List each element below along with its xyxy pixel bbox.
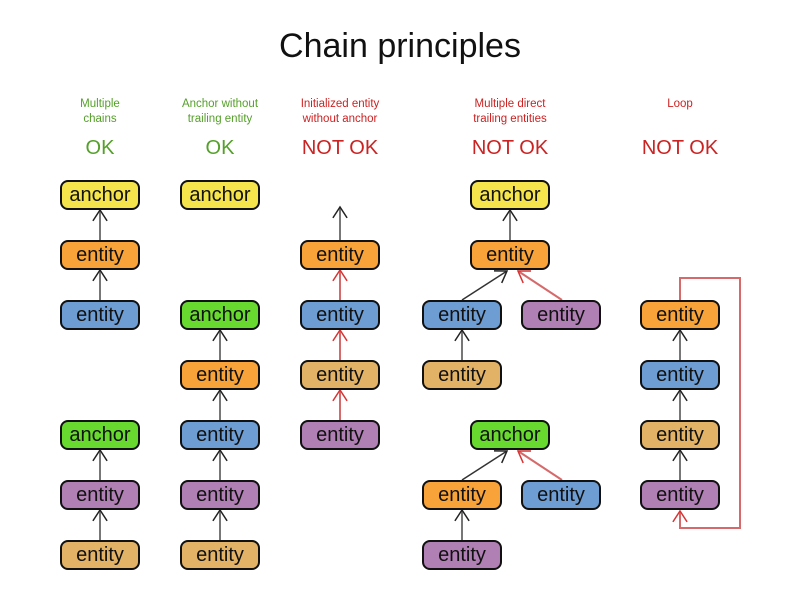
- header-line: trailing entities: [473, 113, 547, 125]
- arrow-red: [332, 268, 348, 300]
- header-line: chains: [83, 113, 117, 125]
- arrow-gray: [212, 328, 228, 360]
- node-entity: entity: [521, 480, 601, 510]
- node-entity: entity: [300, 420, 380, 450]
- arrow-gray: [672, 448, 688, 480]
- arrow-gray: [502, 208, 518, 240]
- node-anchor: anchor: [470, 420, 550, 450]
- node-entity: entity: [521, 300, 601, 330]
- node-entity: entity: [180, 420, 260, 450]
- arrow-red: [332, 388, 348, 420]
- node-entity: entity: [422, 480, 502, 510]
- header-line: Initialized entity: [300, 98, 380, 110]
- column-header-multiple-direct-trailing-entities: Multiple direct trailing entities: [445, 97, 575, 127]
- node-entity: entity: [180, 480, 260, 510]
- arrow-red: [332, 328, 348, 360]
- node-entity: entity: [300, 360, 380, 390]
- verdict-initialized-entity-without-anchor: NOT OK: [301, 137, 379, 159]
- header-line: without anchor: [302, 113, 378, 125]
- node-anchor: anchor: [180, 300, 260, 330]
- node-entity: entity: [640, 420, 720, 450]
- node-entity: entity: [60, 300, 140, 330]
- arrow-red: [516, 450, 563, 481]
- verdict-multiple-direct-trailing-entities: NOT OK: [471, 137, 549, 159]
- header-line: trailing entity: [187, 113, 253, 125]
- header-line: Multiple: [80, 98, 120, 110]
- dangling-arrow: [332, 205, 348, 240]
- diagram-title: Chain principles: [279, 27, 521, 65]
- arrow-gray: [454, 508, 470, 540]
- header-line: Multiple direct: [474, 98, 546, 110]
- arrow-gray: [92, 268, 108, 300]
- arrow-gray: [92, 208, 108, 240]
- node-anchor: anchor: [60, 180, 140, 210]
- column-header-loop: Loop: [615, 97, 745, 112]
- node-anchor: anchor: [180, 180, 260, 210]
- node-entity: entity: [640, 360, 720, 390]
- verdict-loop: NOT OK: [641, 137, 719, 159]
- verdict-anchor-without-trailing-entity: OK: [205, 137, 235, 159]
- header-line: Anchor without: [181, 98, 259, 110]
- arrow-gray: [212, 508, 228, 540]
- header-line: Loop: [667, 98, 693, 110]
- arrow-gray: [672, 328, 688, 360]
- node-entity: entity: [60, 240, 140, 270]
- arrow-red: [516, 270, 563, 301]
- arrow-gray: [212, 448, 228, 480]
- arrow-black: [461, 270, 509, 301]
- node-entity: entity: [300, 300, 380, 330]
- node-anchor: anchor: [470, 180, 550, 210]
- node-entity: entity: [470, 240, 550, 270]
- node-entity: entity: [640, 480, 720, 510]
- verdict-multiple-chains: OK: [85, 137, 115, 159]
- arrow-gray: [454, 328, 470, 360]
- column-header-initialized-entity-without-anchor: Initialized entity without anchor: [275, 97, 405, 127]
- node-entity: entity: [180, 360, 260, 390]
- node-entity: entity: [60, 480, 140, 510]
- node-entity: entity: [422, 360, 502, 390]
- arrow-gray: [672, 388, 688, 420]
- node-anchor: anchor: [60, 420, 140, 450]
- column-header-multiple-chains: Multiple chains: [35, 97, 165, 127]
- node-entity: entity: [300, 240, 380, 270]
- arrow-gray: [92, 508, 108, 540]
- arrow-gray: [212, 388, 228, 420]
- node-entity: entity: [60, 540, 140, 570]
- node-entity: entity: [422, 540, 502, 570]
- arrow-gray: [92, 448, 108, 480]
- loop-arrow: [672, 277, 741, 529]
- node-entity: entity: [640, 300, 720, 330]
- node-entity: entity: [180, 540, 260, 570]
- column-header-anchor-without-trailing-entity: Anchor without trailing entity: [155, 97, 285, 127]
- node-entity: entity: [422, 300, 502, 330]
- arrow-black: [461, 450, 509, 481]
